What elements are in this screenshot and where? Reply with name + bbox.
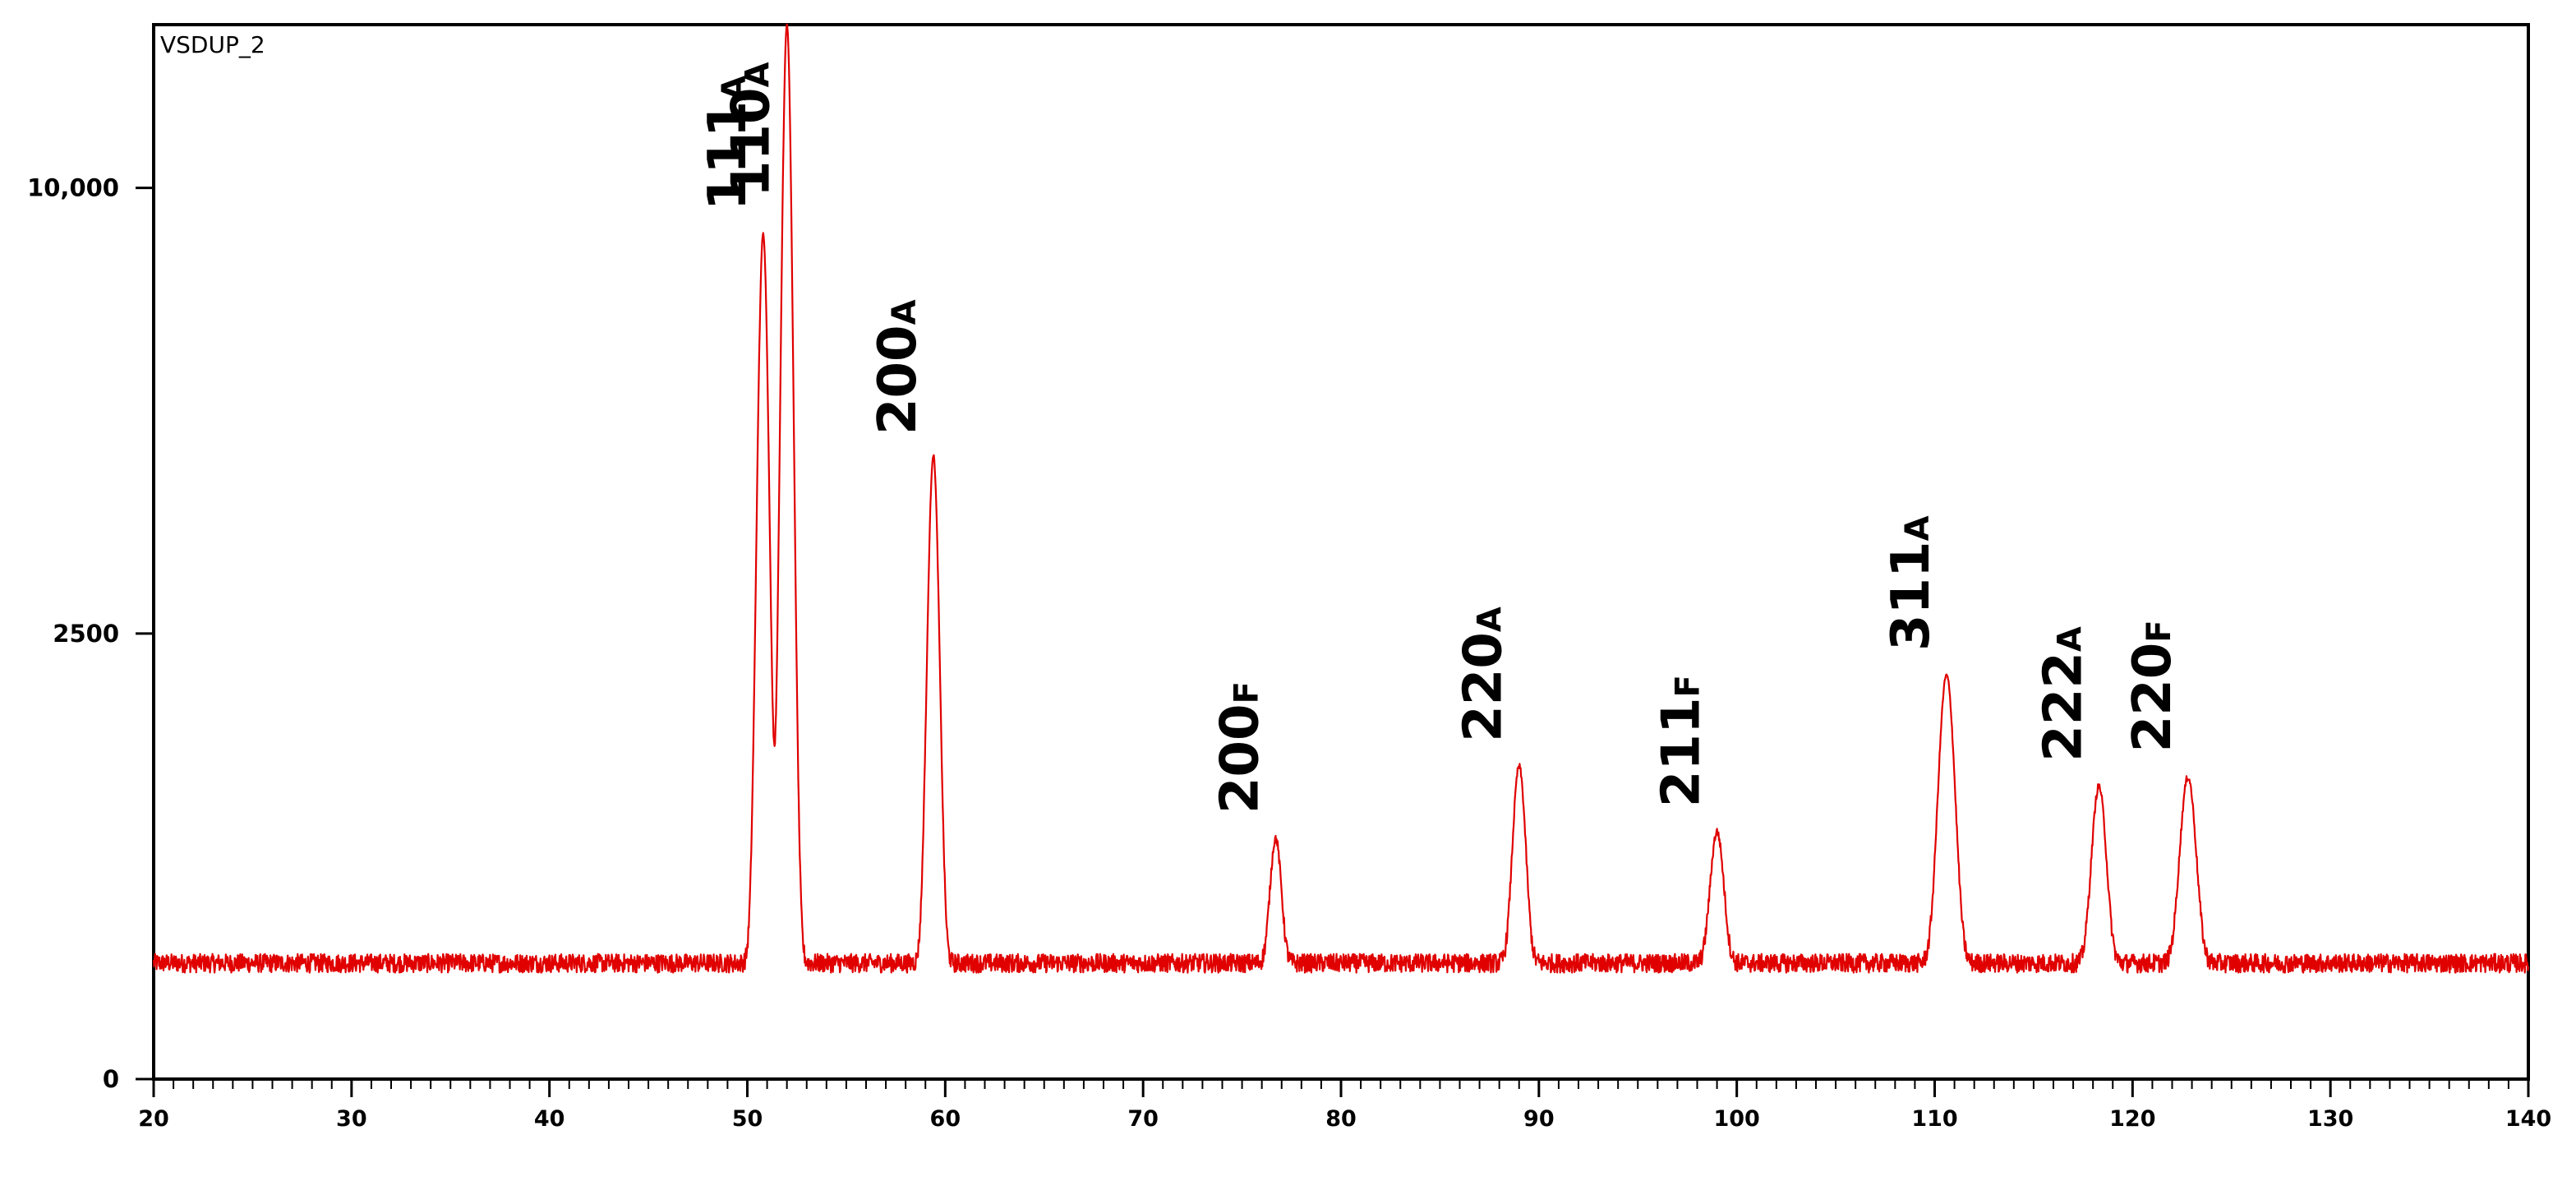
peak-phase-subscript: A [716,76,753,101]
peak-label: 111A [698,76,758,211]
axes-layer: 20 30 40 50 60 70 80 90 100 110 120 130 140 0 2500 10,0… [27,174,2551,1132]
peak-phase-subscript: F [2141,620,2178,642]
x-tick-label: 60 [930,1106,961,1132]
peak-phase-subscript: F [1670,675,1707,697]
series-layer [152,23,2530,974]
x-tick-label: 110 [1911,1106,1957,1132]
x-tick-label: 40 [534,1106,565,1132]
x-tick-label: 90 [1523,1106,1555,1132]
xrd-series-line [152,23,2530,974]
plot-frame [152,23,2530,1081]
y-tick-label: 2500 [53,620,119,648]
x-tick-label: 30 [336,1106,367,1132]
peak-phase-subscript: A [740,62,777,87]
y-tick-label: 10,000 [27,174,119,202]
x-tick-label: 100 [1713,1106,1759,1132]
peak-phase-subscript: A [886,299,924,325]
y-tick-label: 0 [103,1065,119,1093]
x-tick-label: 50 [732,1106,763,1132]
peak-phase-subscript: A [1472,607,1509,632]
peak-phase-subscript: A [2051,626,2089,652]
x-tick-label: 70 [1127,1106,1159,1132]
dataset-name: VSDUP_2 [160,31,265,58]
x-tick-label: 140 [2505,1106,2551,1132]
x-tick-label: 120 [2109,1106,2155,1132]
peak-label-text: 111A [698,76,758,211]
x-tick-label: 130 [2307,1106,2353,1132]
x-tick-label: 20 [138,1106,169,1132]
peak-phase-subscript: F [1228,681,1266,704]
x-tick-label: 80 [1325,1106,1357,1132]
peak-phase-subscript: A [1899,515,1937,541]
